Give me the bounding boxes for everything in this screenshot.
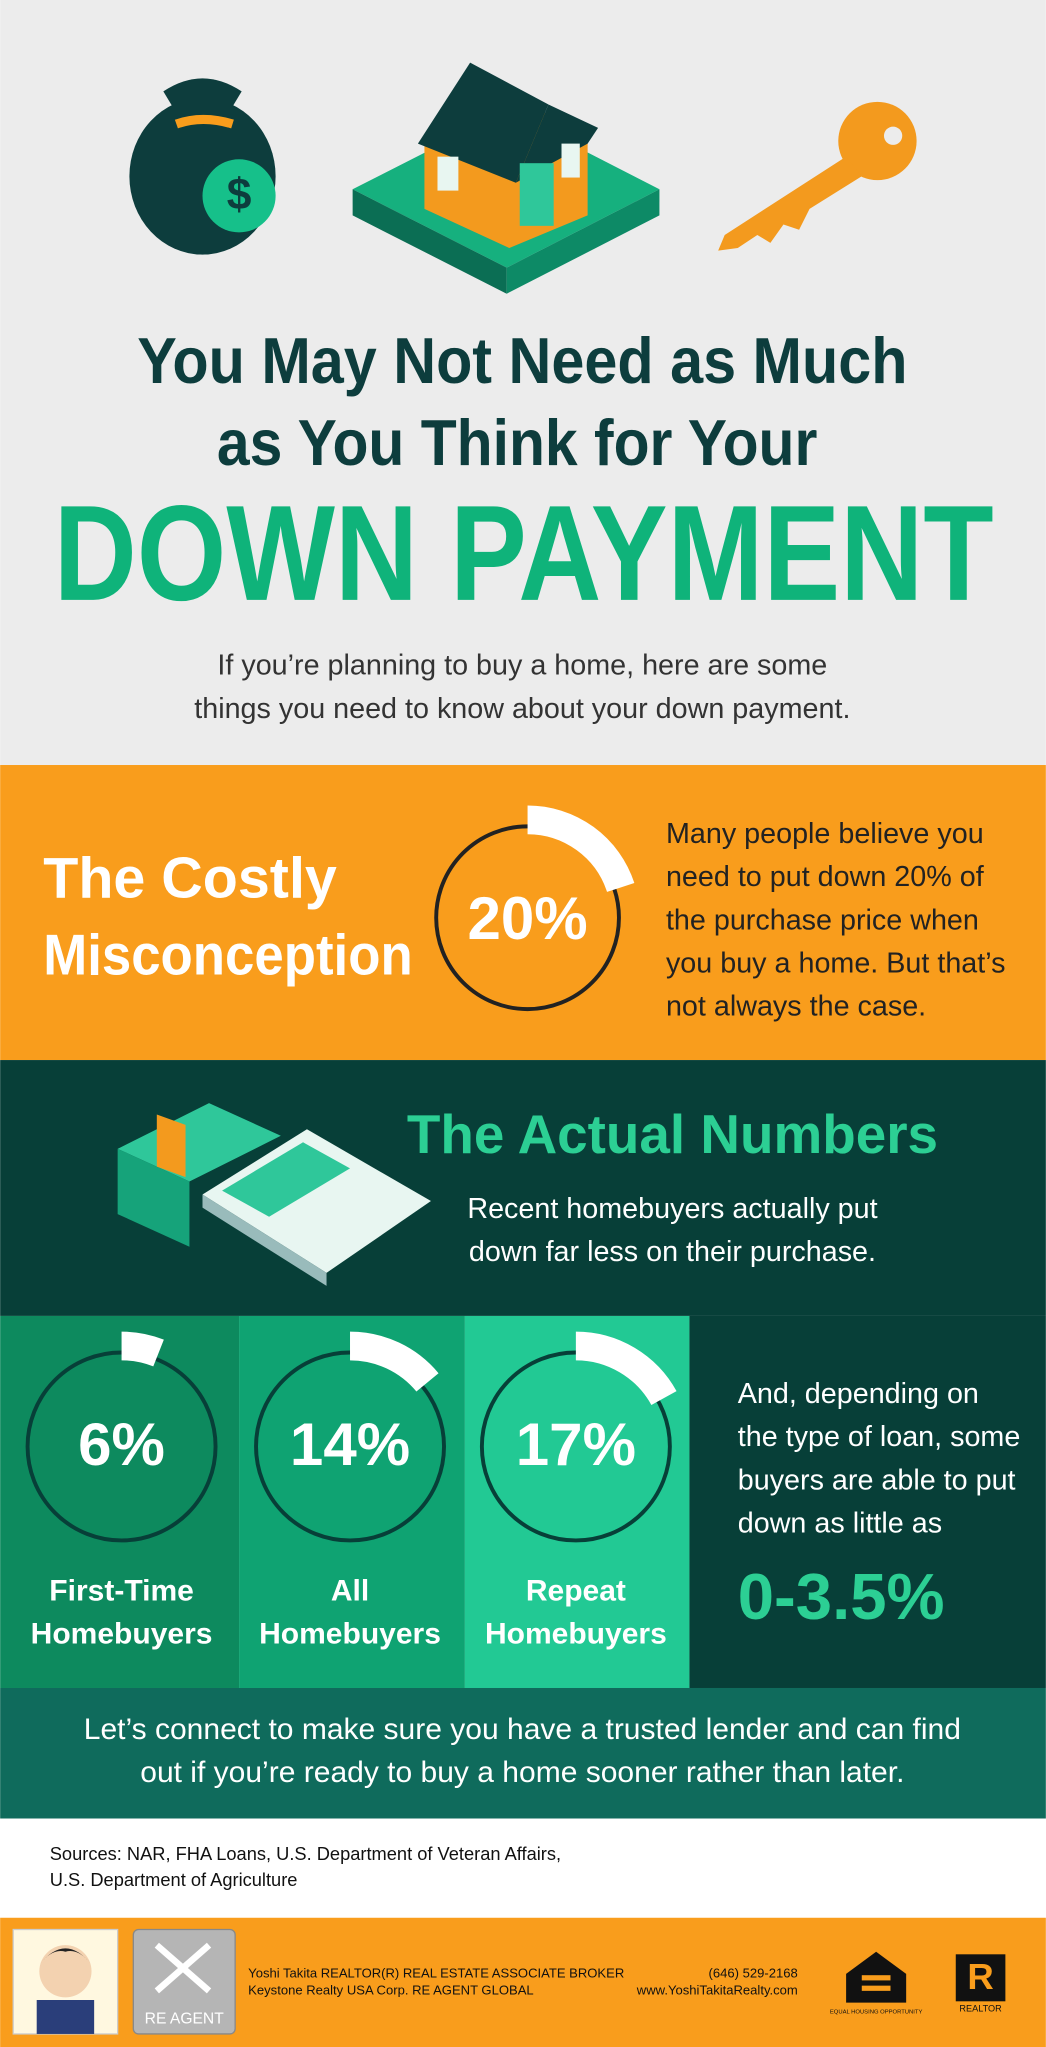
stat-caption: Repeat [526, 1575, 626, 1608]
svg-text:R: R [967, 1956, 993, 1997]
headline: DOWN PAYMENT [54, 477, 994, 629]
body-line: you buy a home. But that’s [666, 947, 1006, 979]
note-line: buyers are able to put [738, 1464, 1016, 1496]
ring-arc [575, 1331, 677, 1406]
svg-text:$: $ [227, 170, 252, 219]
contact-line: (646) 529-2168 [709, 1965, 798, 1980]
stat-caption: Homebuyers [259, 1618, 441, 1651]
section-heading: The Costly [43, 847, 337, 911]
ring-arc [527, 805, 635, 893]
stat-label: 17% [516, 1411, 636, 1478]
realtor-logo: R REALTOR [955, 1954, 1006, 2014]
body-line: down far less on their purchase. [469, 1236, 876, 1268]
note-line: the type of loan, some [738, 1421, 1021, 1453]
stat-label: 20% [467, 885, 587, 952]
source-line: U.S. Department of Agriculture [50, 1869, 298, 1890]
body-line: need to put down 20% of [666, 861, 985, 893]
body-line: not always the case. [666, 990, 926, 1022]
intro-line: If you’re planning to buy a home, here a… [217, 650, 827, 682]
intro-line: things you need to know about your down … [194, 693, 850, 725]
ring-arc [121, 1331, 164, 1367]
section-heading: The Actual Numbers [407, 1103, 938, 1165]
contact-line: www.YoshiTakitaRealty.com [636, 1982, 798, 1997]
agent-line: Yoshi Takita REALTOR(R) REAL ESTATE ASSO… [248, 1965, 624, 1980]
body-line: the purchase price when [666, 904, 979, 936]
cta-bg [0, 1687, 1046, 1819]
note-highlight: 0-3.5% [738, 1560, 945, 1633]
money-bag-icon: $ [129, 78, 276, 255]
stat-caption: Homebuyers [485, 1618, 667, 1651]
agent-photo [12, 1928, 119, 2035]
section-heading: Misconception [43, 924, 412, 988]
stat-label: 6% [78, 1411, 165, 1478]
cta-line: out if you’re ready to buy a home sooner… [140, 1756, 904, 1789]
logo-label: RE AGENT [145, 2011, 225, 2028]
house-icon [352, 62, 660, 294]
source-line: Sources: NAR, FHA Loans, U.S. Department… [50, 1843, 561, 1864]
stat-caption: All [331, 1575, 369, 1608]
re-agent-logo: RE AGENT [132, 1928, 236, 2035]
cta-line: Let’s connect to make sure you have a tr… [84, 1713, 961, 1746]
agent-line: Keystone Realty USA Corp. RE AGENT GLOBA… [248, 1982, 533, 1997]
equal-housing-logo: EQUAL HOUSING OPPORTUNITY [830, 1951, 923, 2015]
key-icon [718, 101, 917, 251]
money-calculator-icon [117, 1103, 431, 1286]
stat-caption: Homebuyers [31, 1618, 213, 1651]
note-panel [689, 1315, 1046, 1688]
logo-label: REALTOR [959, 2004, 1002, 2014]
stat-label: 14% [290, 1411, 410, 1478]
stat-caption: First-Time [49, 1575, 194, 1608]
body-line: Recent homebuyers actually put [467, 1193, 877, 1225]
body-line: Many people believe you [666, 818, 984, 850]
ring-arc [349, 1331, 439, 1392]
note-line: And, depending on [738, 1378, 979, 1410]
sources-bg [0, 1818, 1046, 1918]
title-line: as You Think for Your [217, 406, 818, 479]
title-line: You May Not Need as Much [137, 324, 907, 397]
note-line: down as little as [738, 1507, 942, 1539]
logo-label: EQUAL HOUSING OPPORTUNITY [830, 2009, 923, 2015]
